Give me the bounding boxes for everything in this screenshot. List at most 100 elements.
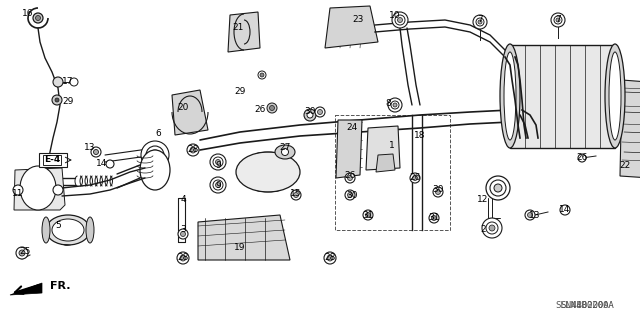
Circle shape	[53, 77, 63, 87]
Text: 31: 31	[428, 213, 440, 222]
Circle shape	[435, 189, 440, 195]
Circle shape	[53, 185, 63, 195]
Circle shape	[551, 13, 565, 27]
Circle shape	[397, 18, 403, 23]
Text: 7: 7	[477, 16, 483, 25]
Text: 8: 8	[385, 99, 391, 108]
Text: 2: 2	[480, 226, 486, 234]
Polygon shape	[198, 215, 290, 260]
Text: 4: 4	[180, 196, 186, 204]
Circle shape	[486, 222, 498, 234]
Polygon shape	[228, 12, 260, 52]
Circle shape	[16, 247, 28, 259]
Circle shape	[35, 16, 40, 20]
Circle shape	[13, 185, 23, 195]
Text: E-4: E-4	[46, 155, 60, 165]
Ellipse shape	[504, 52, 516, 140]
Circle shape	[473, 15, 487, 29]
Text: 15: 15	[291, 189, 301, 197]
Polygon shape	[366, 126, 400, 170]
Circle shape	[180, 255, 186, 261]
Text: 28: 28	[188, 145, 198, 154]
Text: 25: 25	[19, 248, 31, 256]
Circle shape	[267, 103, 277, 113]
Circle shape	[315, 107, 325, 117]
Text: 26: 26	[410, 174, 420, 182]
Circle shape	[55, 98, 59, 102]
Text: 18: 18	[414, 130, 426, 139]
Circle shape	[413, 175, 417, 181]
Ellipse shape	[46, 215, 90, 245]
Circle shape	[345, 190, 355, 200]
Circle shape	[180, 232, 186, 236]
Text: 9: 9	[215, 160, 221, 169]
Circle shape	[106, 160, 114, 168]
Text: 14: 14	[96, 159, 108, 167]
Ellipse shape	[609, 52, 621, 140]
Circle shape	[324, 252, 336, 264]
Text: 20: 20	[177, 103, 189, 113]
Text: 13: 13	[529, 211, 541, 219]
Circle shape	[363, 210, 373, 220]
Ellipse shape	[52, 219, 84, 241]
Text: 27: 27	[279, 144, 291, 152]
Ellipse shape	[500, 44, 520, 148]
Polygon shape	[620, 80, 640, 178]
Text: 26: 26	[344, 170, 356, 180]
Circle shape	[91, 147, 101, 157]
Ellipse shape	[30, 172, 46, 198]
Circle shape	[433, 187, 443, 197]
Text: 1: 1	[389, 140, 395, 150]
Ellipse shape	[20, 166, 56, 210]
Text: 19: 19	[234, 243, 246, 253]
Circle shape	[282, 149, 289, 155]
Circle shape	[482, 218, 502, 238]
Bar	[39, 153, 67, 167]
Circle shape	[291, 190, 301, 200]
Circle shape	[304, 109, 316, 121]
Ellipse shape	[140, 150, 170, 190]
Circle shape	[476, 18, 484, 26]
Ellipse shape	[275, 145, 295, 159]
Circle shape	[190, 147, 196, 153]
Circle shape	[317, 109, 323, 115]
Polygon shape	[172, 90, 208, 135]
Circle shape	[486, 176, 510, 200]
Circle shape	[392, 12, 408, 28]
Circle shape	[52, 95, 62, 105]
Circle shape	[391, 101, 399, 109]
Text: SLN4B0200A: SLN4B0200A	[560, 300, 614, 309]
Circle shape	[269, 106, 275, 110]
Text: 12: 12	[477, 196, 489, 204]
Ellipse shape	[605, 44, 625, 148]
Circle shape	[489, 225, 495, 231]
Circle shape	[429, 213, 439, 223]
Circle shape	[527, 212, 532, 218]
Circle shape	[146, 146, 164, 164]
Text: 31: 31	[362, 211, 374, 219]
Ellipse shape	[86, 217, 94, 243]
Text: 7: 7	[555, 16, 561, 25]
Text: FR.: FR.	[50, 281, 70, 291]
Text: 21: 21	[232, 24, 244, 33]
Ellipse shape	[26, 167, 50, 203]
Text: 3: 3	[180, 226, 186, 234]
Circle shape	[216, 182, 221, 188]
Circle shape	[178, 229, 188, 239]
Text: 26: 26	[576, 153, 588, 162]
Circle shape	[70, 78, 78, 86]
Polygon shape	[14, 168, 65, 210]
Text: 17: 17	[62, 78, 74, 86]
Circle shape	[187, 144, 199, 156]
Polygon shape	[510, 45, 615, 148]
Text: 29: 29	[62, 98, 74, 107]
Circle shape	[393, 103, 397, 107]
Circle shape	[33, 13, 43, 23]
Text: 14: 14	[559, 205, 571, 214]
Circle shape	[525, 210, 535, 220]
Text: 11: 11	[12, 189, 24, 197]
Text: 16: 16	[22, 10, 34, 19]
Text: 10: 10	[389, 11, 401, 19]
Polygon shape	[325, 6, 378, 48]
Circle shape	[210, 177, 226, 193]
